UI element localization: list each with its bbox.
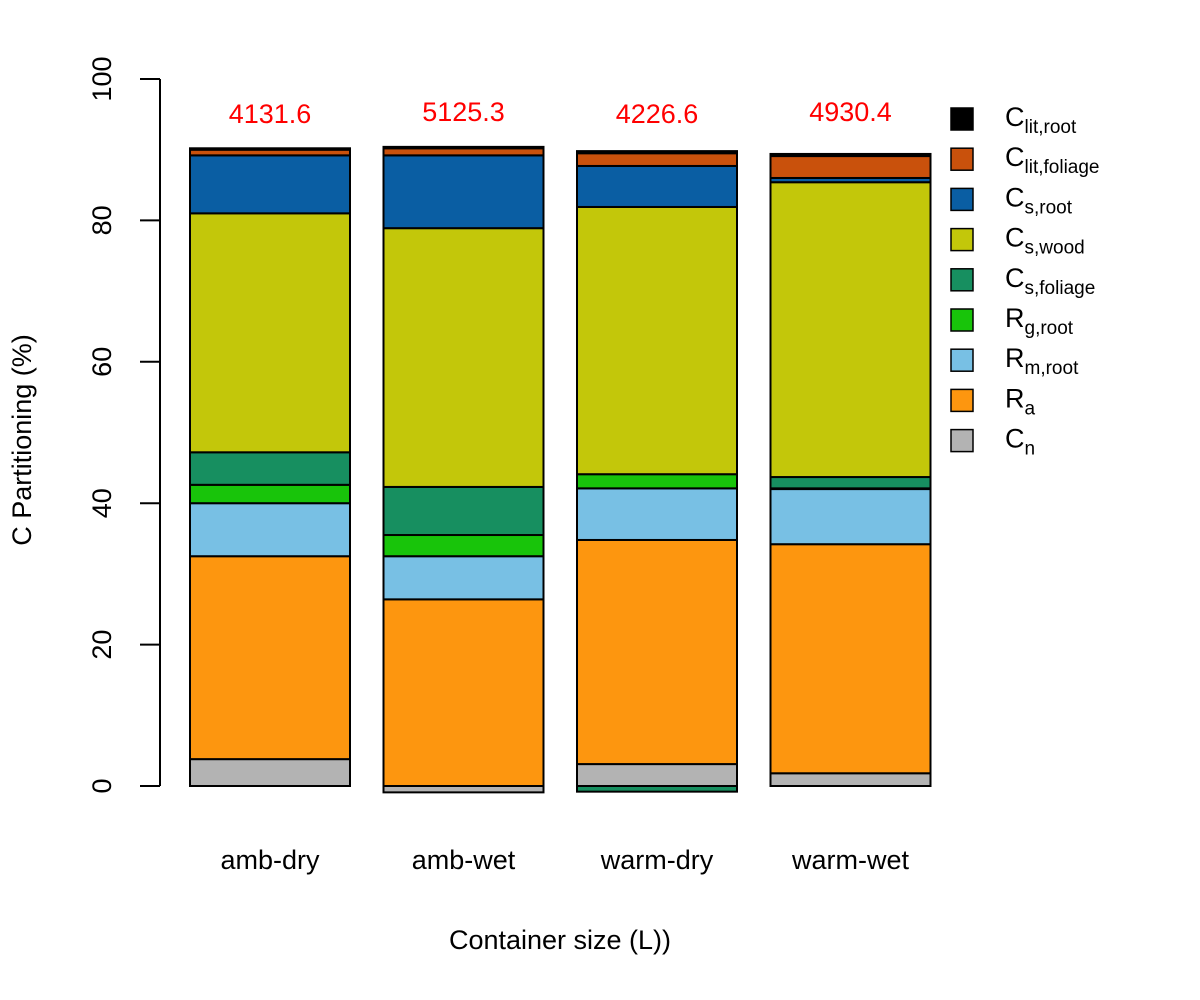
y-tick-label: 0 — [87, 778, 117, 793]
legend-name: C — [1005, 142, 1025, 172]
x-axis-title: Container size (L)) — [449, 925, 671, 955]
bar-segment — [382, 598, 545, 787]
legend-label: Cs,wood — [1005, 223, 1085, 259]
legend-subscript: s,wood — [1025, 238, 1085, 259]
legend-label: Cs,root — [1005, 183, 1073, 219]
legend-swatch — [950, 107, 974, 131]
legend-subscript: n — [1025, 439, 1036, 460]
bar-segment — [769, 155, 932, 179]
legend-label: Cn — [1005, 424, 1035, 460]
total-label: 4226.6 — [616, 99, 699, 129]
bar-segment — [576, 538, 738, 766]
legend-name: R — [1005, 303, 1025, 333]
bar-segment — [382, 147, 545, 157]
legend-name: C — [1005, 223, 1025, 253]
legend-label: Cs,foliage — [1005, 263, 1095, 299]
bar-segment — [769, 152, 932, 158]
y-tick-label: 100 — [87, 56, 117, 101]
bar-segment — [769, 488, 932, 546]
bar-segment — [769, 543, 932, 775]
bar-segment — [189, 758, 351, 787]
y-tick-label: 80 — [87, 205, 117, 235]
legend-name: R — [1005, 384, 1025, 414]
bar-segment — [576, 205, 738, 476]
legend-subscript: s,foliage — [1025, 278, 1096, 299]
bar-segment — [769, 772, 932, 787]
y-tick-label: 20 — [87, 630, 117, 660]
bar-segment — [382, 534, 545, 558]
bar-segment — [576, 164, 738, 208]
legend-swatch — [950, 428, 974, 453]
x-tick-label: warm-dry — [600, 845, 714, 875]
legend-swatch — [950, 227, 974, 252]
legend-subscript: lit,root — [1025, 117, 1077, 138]
y-tick-label: 60 — [87, 347, 117, 377]
legend-label: Rm,root — [1005, 343, 1079, 379]
x-tick-label: warm-wet — [791, 845, 910, 875]
legend-subscript: lit,foliage — [1025, 157, 1100, 178]
legend-label: Clit,foliage — [1005, 142, 1100, 178]
legend-swatch — [950, 268, 974, 292]
legend-subscript: s,root — [1025, 197, 1073, 218]
legend-swatch — [950, 308, 974, 332]
legend-swatch — [950, 348, 974, 372]
bar-segment — [189, 502, 351, 558]
legend-subscript: m,root — [1025, 358, 1080, 379]
bar-segment — [189, 451, 351, 486]
legend-label: Rg,root — [1005, 303, 1074, 339]
y-tick-label: 40 — [87, 488, 117, 518]
total-label: 4930.4 — [809, 97, 892, 127]
legend-label: Clit,root — [1005, 102, 1077, 138]
bar-segment — [189, 212, 351, 454]
legend-name: C — [1005, 102, 1025, 132]
bar-segment — [189, 154, 351, 215]
x-tick-label: amb-wet — [412, 845, 516, 875]
bar-segment — [576, 152, 738, 167]
legend-swatch — [950, 147, 974, 171]
total-label: 5125.3 — [422, 97, 505, 127]
legend-subscript: a — [1025, 398, 1036, 419]
bar-segment — [189, 483, 351, 505]
legend-name: C — [1005, 263, 1025, 293]
bar-segment — [576, 473, 738, 490]
legend-name: R — [1005, 343, 1025, 373]
bar-segment — [576, 785, 738, 793]
bar-segment — [382, 555, 545, 601]
bar-segment — [769, 476, 932, 490]
bar-segment — [769, 181, 932, 479]
bar-segment — [576, 487, 738, 541]
legend-subscript: g,root — [1025, 318, 1074, 339]
x-tick-label: amb-dry — [220, 845, 320, 875]
legend-label: Ra — [1005, 384, 1036, 420]
legend-swatch — [950, 388, 974, 413]
legend-swatch — [950, 187, 974, 212]
bar-segment — [382, 485, 545, 537]
bar-segment — [576, 150, 738, 155]
bar-segment — [382, 145, 545, 150]
bar-segment — [576, 763, 738, 788]
bar-segment — [189, 147, 351, 151]
y-axis-title: C Partitioning (%) — [7, 334, 37, 546]
total-label: 4131.6 — [229, 99, 312, 129]
bar-segment — [382, 227, 545, 488]
legend-name: C — [1005, 424, 1025, 454]
bar-segment — [382, 154, 545, 230]
legend-name: C — [1005, 183, 1025, 213]
bar-segment — [189, 555, 351, 761]
